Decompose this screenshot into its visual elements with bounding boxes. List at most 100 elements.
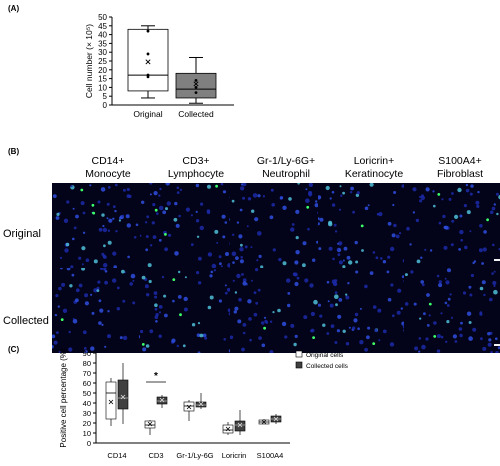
mean-marker [108, 399, 114, 405]
nucleus [496, 212, 499, 216]
nucleus [426, 293, 430, 297]
nucleus [425, 187, 430, 192]
nucleus [53, 340, 58, 345]
nucleus [240, 186, 245, 191]
nucleus [68, 347, 73, 352]
nucleus [218, 299, 222, 303]
nucleus [333, 223, 337, 227]
nucleus [325, 185, 330, 191]
nucleus [81, 268, 86, 271]
nucleus [258, 336, 262, 340]
panel-b-label: (B) [8, 147, 20, 156]
nucleus [406, 226, 410, 231]
nucleus [345, 293, 348, 296]
nucleus [328, 220, 333, 225]
nucleus [218, 255, 222, 259]
nucleus [156, 212, 159, 215]
nucleus [359, 340, 364, 345]
mean-marker [159, 397, 165, 403]
nucleus [235, 256, 239, 260]
positive-cell [60, 318, 64, 321]
nucleus [420, 195, 425, 200]
nucleus [122, 188, 126, 192]
nucleus [90, 293, 93, 296]
nucleus [438, 280, 442, 284]
nucleus [209, 274, 213, 278]
nucleus [163, 294, 167, 298]
nucleus [272, 311, 275, 314]
nucleus [465, 188, 470, 193]
nucleus [258, 254, 262, 258]
nucleus [359, 307, 362, 310]
nucleus [339, 185, 342, 188]
nucleus [220, 265, 223, 268]
nucleus [253, 312, 258, 317]
nucleus [463, 204, 467, 208]
nucleus [355, 260, 359, 264]
nucleus [233, 310, 237, 314]
nucleus [493, 284, 496, 288]
y-tick-label: 5 [103, 92, 108, 101]
nucleus [493, 289, 498, 295]
nucleus [364, 347, 368, 352]
nucleus [242, 281, 247, 286]
nucleus [412, 211, 416, 214]
nucleus [149, 244, 153, 247]
nucleus [343, 246, 348, 251]
column-cell-type: Monocyte [85, 168, 131, 180]
nucleus [173, 217, 178, 222]
nucleus [421, 344, 426, 350]
nucleus [108, 218, 113, 223]
mean-marker [120, 394, 126, 400]
nucleus [148, 279, 152, 284]
nucleus [271, 203, 275, 207]
nucleus [84, 350, 89, 353]
nucleus [177, 295, 182, 299]
nucleus [487, 332, 491, 336]
data-point [146, 52, 150, 56]
nucleus [204, 336, 208, 340]
nucleus [326, 332, 330, 335]
nucleus [165, 183, 170, 186]
nucleus [386, 270, 390, 274]
column-cell-type: Fibroblast [436, 168, 484, 180]
nucleus [436, 274, 440, 278]
nucleus [196, 271, 200, 275]
nucleus [152, 235, 157, 239]
nucleus [149, 193, 152, 196]
nucleus [367, 204, 370, 207]
nucleus [352, 210, 355, 214]
nucleus [261, 343, 266, 348]
nucleus [246, 225, 249, 228]
nucleus [223, 338, 226, 341]
nucleus [147, 263, 152, 268]
mean-marker [147, 421, 153, 427]
nucleus [469, 230, 472, 233]
nucleus [295, 250, 300, 255]
positive-cell [372, 342, 376, 345]
nucleus [165, 207, 168, 211]
nucleus [282, 205, 287, 210]
nucleus [335, 303, 338, 307]
nucleus [318, 217, 320, 220]
nucleus [149, 183, 153, 185]
nucleus [97, 280, 101, 284]
nucleus [211, 263, 217, 268]
nucleus [451, 219, 455, 223]
nucleus [352, 326, 356, 330]
nucleus [404, 273, 408, 277]
y-tick-label: 40 [98, 31, 107, 40]
nucleus [141, 200, 145, 204]
data-point [194, 78, 198, 82]
nucleus [102, 224, 105, 228]
nucleus [492, 280, 497, 286]
nucleus [479, 286, 484, 291]
nucleus [382, 260, 387, 264]
nucleus [391, 314, 395, 318]
legend-label: Collected cells [306, 363, 349, 370]
nucleus [116, 286, 120, 290]
nucleus [184, 276, 187, 279]
nucleus [492, 243, 495, 247]
nucleus [454, 214, 459, 219]
